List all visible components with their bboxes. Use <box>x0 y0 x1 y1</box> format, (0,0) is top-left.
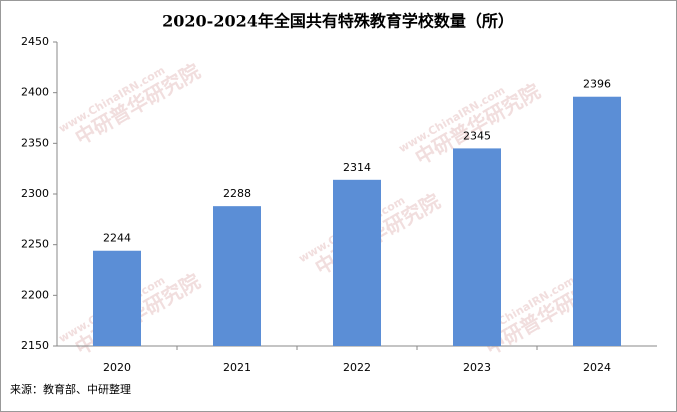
chart-title: 2020-2024年全国共有特殊教育学校数量（所） <box>162 12 514 31</box>
source-note: 来源：教育部、中研整理 <box>10 382 131 396</box>
x-tick-label: 2023 <box>463 361 491 374</box>
x-tick-label: 2022 <box>343 361 371 374</box>
y-tick-label: 2150 <box>21 339 49 352</box>
y-tick-label: 2300 <box>21 187 49 200</box>
bar <box>453 148 501 346</box>
value-label: 2288 <box>223 187 251 200</box>
y-tick-label: 2400 <box>21 86 49 99</box>
bar <box>213 206 261 346</box>
bar <box>573 96 621 346</box>
y-tick-label: 2450 <box>21 35 49 48</box>
value-label: 2244 <box>103 232 131 245</box>
y-tick-label: 2200 <box>21 288 49 301</box>
value-label: 2396 <box>583 78 611 91</box>
value-label: 2345 <box>463 129 491 142</box>
x-tick-label: 2024 <box>583 361 611 374</box>
y-tick-label: 2350 <box>21 136 49 149</box>
x-tick-label: 2021 <box>223 361 251 374</box>
bar <box>93 250 141 346</box>
x-tick-label: 2020 <box>103 361 131 374</box>
bar <box>333 179 381 346</box>
y-tick-label: 2250 <box>21 238 49 251</box>
value-label: 2314 <box>343 161 371 174</box>
